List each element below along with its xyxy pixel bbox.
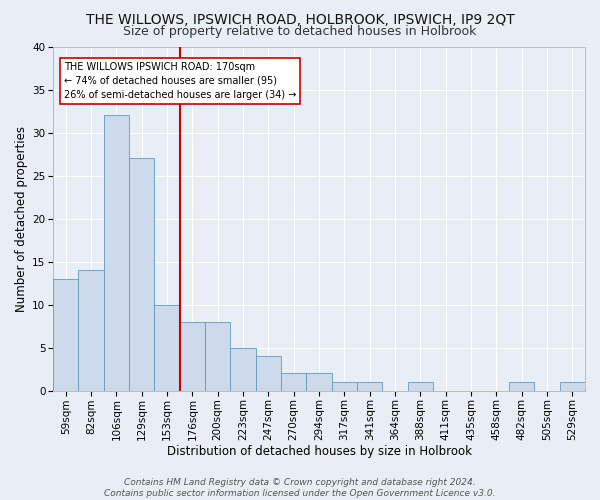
Text: THE WILLOWS, IPSWICH ROAD, HOLBROOK, IPSWICH, IP9 2QT: THE WILLOWS, IPSWICH ROAD, HOLBROOK, IPS… [86,12,514,26]
Bar [407,382,433,390]
Bar [560,382,585,390]
Bar [104,116,129,390]
X-axis label: Distribution of detached houses by size in Holbrook: Distribution of detached houses by size … [167,444,472,458]
Y-axis label: Number of detached properties: Number of detached properties [15,126,28,312]
Text: Size of property relative to detached houses in Holbrook: Size of property relative to detached ho… [124,25,476,38]
Bar [129,158,154,390]
Bar [357,382,382,390]
Bar [53,278,79,390]
Bar [332,382,357,390]
Bar [281,374,307,390]
Text: THE WILLOWS IPSWICH ROAD: 170sqm
← 74% of detached houses are smaller (95)
26% o: THE WILLOWS IPSWICH ROAD: 170sqm ← 74% o… [64,62,296,100]
Bar [154,304,180,390]
Text: Contains HM Land Registry data © Crown copyright and database right 2024.
Contai: Contains HM Land Registry data © Crown c… [104,478,496,498]
Bar [307,374,332,390]
Bar [205,322,230,390]
Bar [509,382,535,390]
Bar [79,270,104,390]
Bar [230,348,256,391]
Bar [256,356,281,390]
Bar [180,322,205,390]
